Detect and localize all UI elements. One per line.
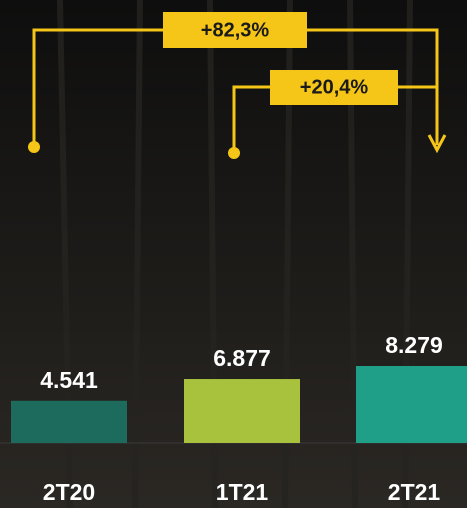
bracket-dot bbox=[228, 147, 240, 159]
bar bbox=[11, 400, 127, 443]
x-tick-label: 1T21 bbox=[216, 479, 269, 505]
bracket-dot bbox=[28, 141, 40, 153]
x-tick-label: 2T21 bbox=[388, 479, 441, 505]
annotation: +82,3% bbox=[201, 19, 270, 41]
bar bbox=[356, 366, 467, 443]
value-label: 8.279 bbox=[385, 332, 443, 358]
annotation-box bbox=[163, 12, 307, 48]
annotation: +20,4% bbox=[300, 76, 369, 98]
value-label: 6.877 bbox=[213, 345, 271, 371]
annotation-box bbox=[270, 70, 398, 105]
bar bbox=[184, 379, 300, 443]
value-label: 4.541 bbox=[40, 367, 98, 393]
x-tick-label: 2T20 bbox=[43, 479, 95, 505]
